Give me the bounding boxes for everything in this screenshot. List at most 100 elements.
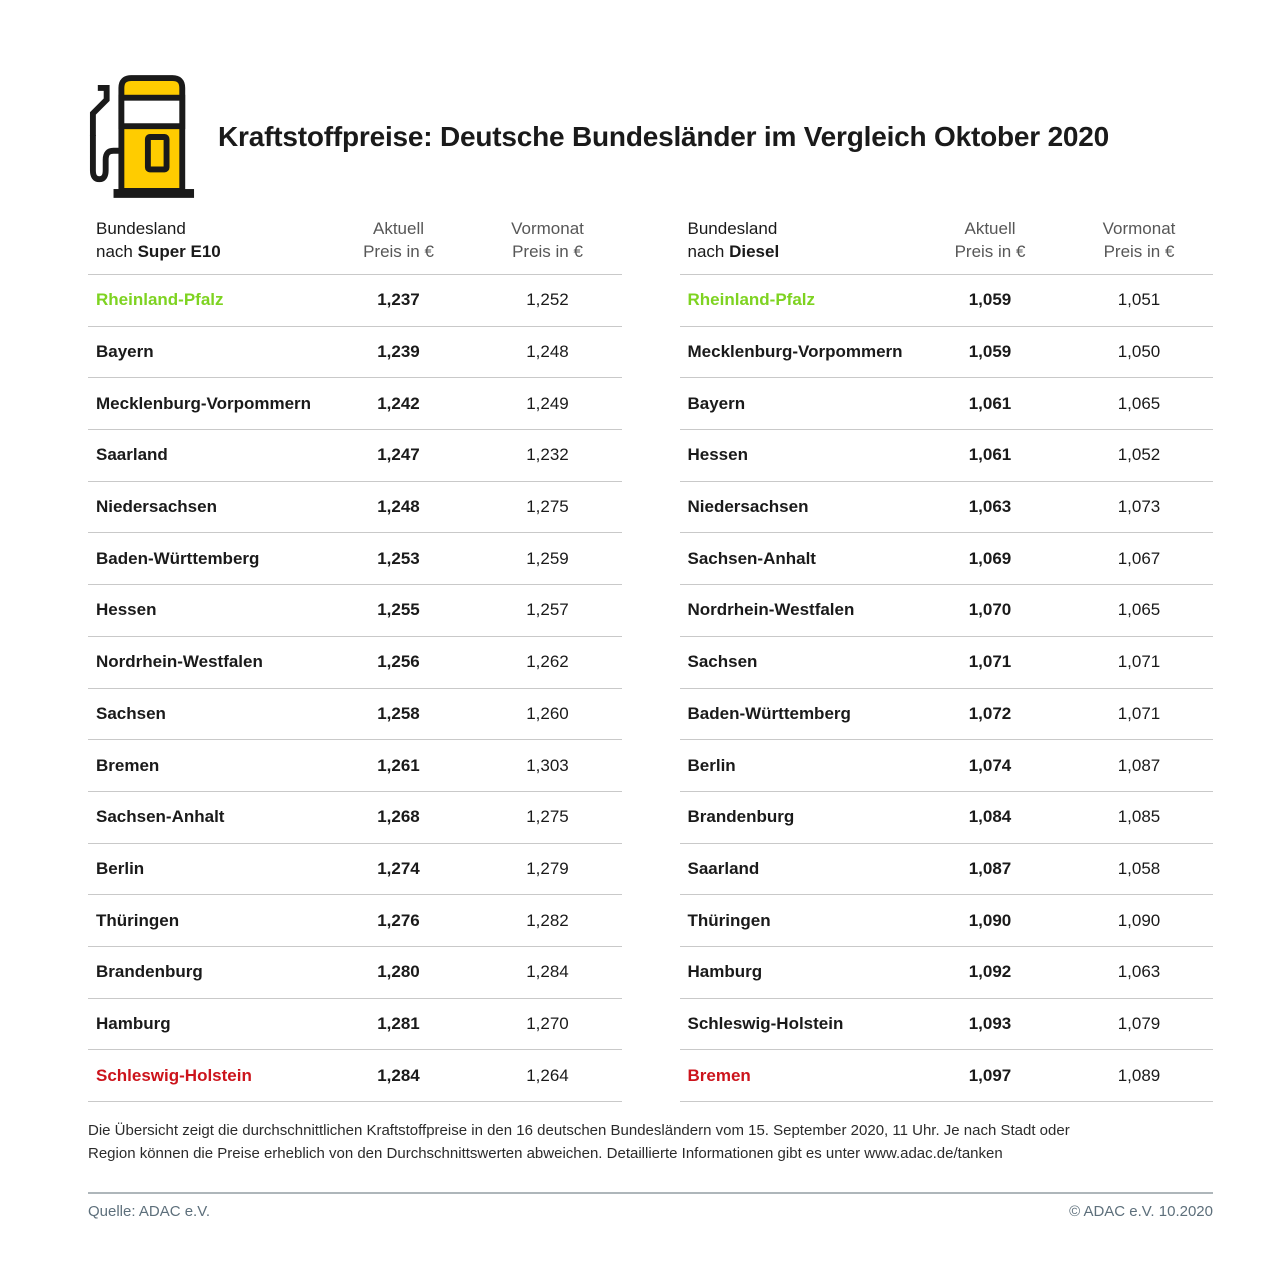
vormonat-price: 1,051	[1117, 290, 1161, 310]
footnote-text: Die Übersicht zeigt die durchschnittlich…	[88, 1122, 1070, 1162]
fuel-name-label: Diesel	[729, 242, 780, 261]
aktuell-price: 1,256	[377, 652, 420, 672]
table-row: Hamburg 1,092 1,063	[679, 947, 1213, 999]
aktuell-price: 1,253	[377, 548, 420, 568]
fuel-prefix-label: nach	[687, 242, 730, 261]
vormonat-price: 1,270	[526, 1013, 569, 1033]
aktuell-price: 1,072	[968, 703, 1012, 723]
vormonat-price: 1,260	[526, 703, 569, 723]
fuel-name-label: Super E10	[137, 242, 221, 261]
footer-divider	[88, 1192, 1213, 1194]
vormonat-price: 1,050	[1117, 342, 1161, 362]
bundesland-name: Hamburg	[687, 962, 763, 982]
col-header-bundesland-line1: Bundesland	[687, 219, 778, 238]
col-header-bundesland-line2: nach Super E10	[96, 240, 324, 263]
aktuell-price: 1,276	[377, 910, 420, 930]
footer: Quelle: ADAC e.V. © ADAC e.V. 10.2020	[88, 1194, 1213, 1220]
bundesland-name: Hamburg	[96, 1013, 171, 1033]
col-header-vormonat: Vormonat Preis in €	[474, 217, 622, 263]
col-header-vormonat-line2: Preis in €	[1103, 242, 1175, 261]
aktuell-price: 1,071	[968, 652, 1012, 672]
bundesland-name: Nordrhein-Westfalen	[687, 600, 855, 620]
vormonat-price: 1,259	[526, 548, 569, 568]
bundesland-name: Bremen	[687, 1065, 751, 1085]
table-row: Hessen 1,061 1,052	[679, 430, 1213, 482]
col-header-bundesland: Bundesland nach Super E10	[88, 217, 324, 263]
col-header-vormonat: Vormonat Preis in €	[1065, 217, 1213, 263]
aktuell-price: 1,074	[968, 755, 1012, 775]
aktuell-price: 1,087	[968, 858, 1012, 878]
bundesland-name: Brandenburg	[96, 962, 203, 982]
vormonat-price: 1,249	[526, 393, 569, 413]
aktuell-price: 1,063	[968, 497, 1012, 517]
col-header-bundesland-line1: Bundesland	[96, 219, 186, 238]
bundesland-name: Schleswig-Holstein	[687, 1013, 844, 1033]
bundesland-name: Thüringen	[96, 910, 180, 930]
aktuell-price: 1,258	[377, 703, 420, 723]
bundesland-name: Baden-Württemberg	[687, 703, 851, 723]
table-row: Nordrhein-Westfalen 1,070 1,065	[679, 585, 1213, 637]
bundesland-name: Hessen	[687, 445, 748, 465]
vormonat-price: 1,065	[1117, 393, 1161, 413]
table-row: Sachsen-Anhalt 1,268 1,275	[88, 792, 622, 844]
table-row: Bayern 1,061 1,065	[679, 378, 1213, 431]
col-header-vormonat-line2: Preis in €	[512, 242, 583, 261]
bundesland-name: Saarland	[687, 858, 760, 878]
aktuell-price: 1,097	[968, 1065, 1012, 1085]
vormonat-price: 1,052	[1117, 445, 1161, 465]
vormonat-price: 1,282	[526, 910, 569, 930]
bundesland-name: Hessen	[96, 600, 157, 620]
aktuell-price: 1,237	[377, 290, 420, 310]
aktuell-price: 1,059	[968, 290, 1012, 310]
table-row: Saarland 1,247 1,232	[88, 430, 622, 482]
header: Kraftstoffpreise: Deutsche Bundesländer …	[88, 73, 1213, 201]
table-row: Niedersachsen 1,248 1,275	[88, 482, 622, 534]
vormonat-price: 1,067	[1117, 548, 1161, 568]
table-row: Sachsen-Anhalt 1,069 1,067	[679, 533, 1213, 586]
col-header-aktuell: Aktuell Preis in €	[324, 217, 474, 263]
table-row: Brandenburg 1,280 1,284	[88, 947, 622, 999]
aktuell-price: 1,281	[377, 1013, 420, 1033]
col-header-bundesland-line2: nach Diesel	[688, 240, 916, 263]
page-root: Kraftstoffpreise: Deutsche Bundesländer …	[88, 0, 1213, 1220]
aktuell-price: 1,061	[968, 445, 1012, 465]
table-row: Hessen 1,255 1,257	[88, 585, 622, 637]
table-row: Thüringen 1,276 1,282	[88, 895, 622, 947]
table-header-diesel: Bundesland nach Diesel Aktuell Preis in …	[679, 217, 1213, 275]
bundesland-name: Sachsen-Anhalt	[687, 548, 816, 568]
vormonat-price: 1,058	[1117, 858, 1161, 878]
table-row: Thüringen 1,090 1,090	[679, 895, 1213, 947]
vormonat-price: 1,089	[1117, 1065, 1161, 1085]
table-row: Niedersachsen 1,063 1,073	[679, 482, 1213, 534]
bundesland-name: Brandenburg	[687, 807, 795, 827]
bundesland-name: Sachsen	[96, 703, 166, 723]
col-header-vormonat-line1: Vormonat	[1102, 219, 1176, 238]
vormonat-price: 1,252	[526, 290, 569, 310]
col-header-aktuell-line2: Preis in €	[363, 242, 434, 261]
aktuell-price: 1,255	[377, 600, 420, 620]
vormonat-price: 1,071	[1117, 652, 1161, 672]
vormonat-price: 1,303	[526, 755, 569, 775]
table-row: Mecklenburg-Vorpommern 1,242 1,249	[88, 378, 622, 431]
table-row: Hamburg 1,281 1,270	[88, 999, 622, 1051]
aktuell-price: 1,070	[968, 600, 1012, 620]
table-row: Rheinland-Pfalz 1,237 1,252	[88, 275, 622, 327]
vormonat-price: 1,262	[526, 652, 569, 672]
col-header-aktuell: Aktuell Preis in €	[915, 217, 1065, 263]
bundesland-name: Niedersachsen	[687, 497, 809, 517]
table-row: Bremen 1,097 1,089	[679, 1050, 1213, 1102]
bundesland-name: Niedersachsen	[96, 497, 217, 517]
table-row: Berlin 1,074 1,087	[679, 740, 1213, 792]
table-row: Baden-Württemberg 1,253 1,259	[88, 533, 622, 586]
col-header-aktuell-line1: Aktuell	[372, 219, 425, 238]
table-row: Brandenburg 1,084 1,085	[679, 792, 1213, 844]
bundesland-name: Nordrhein-Westfalen	[96, 652, 263, 672]
col-header-aktuell-line1: Aktuell	[964, 219, 1016, 238]
table-row: Schleswig-Holstein 1,093 1,079	[679, 999, 1213, 1051]
copyright-label: © ADAC e.V. 10.2020	[1069, 1203, 1213, 1220]
fuel-prefix-label: nach	[96, 242, 138, 261]
vormonat-price: 1,248	[526, 342, 569, 362]
vormonat-price: 1,063	[1117, 962, 1161, 982]
vormonat-price: 1,232	[526, 445, 569, 465]
vormonat-price: 1,085	[1117, 807, 1161, 827]
